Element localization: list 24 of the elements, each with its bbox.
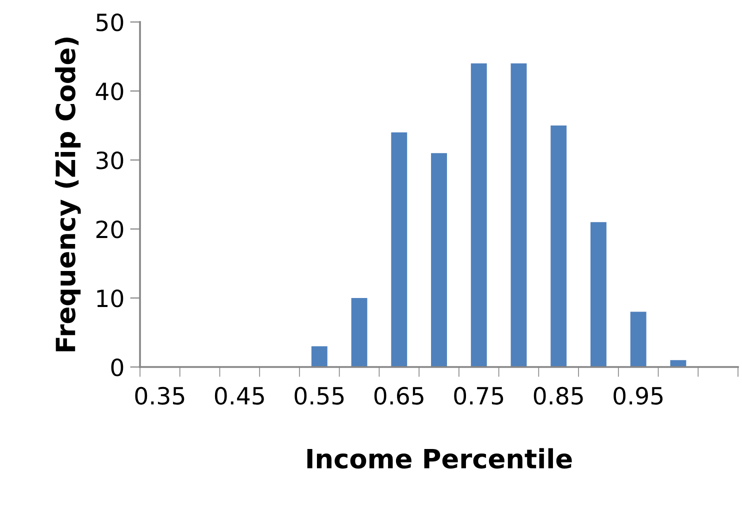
y-axis-title: Frequency (Zip Code) xyxy=(55,38,81,352)
x-tick-label: 0.65 xyxy=(374,386,424,405)
bar xyxy=(311,346,328,367)
y-tick-label: 10 xyxy=(97,289,124,308)
x-axis-title: Income Percentile xyxy=(307,448,572,469)
bar xyxy=(470,63,487,367)
bar xyxy=(431,153,447,367)
bar xyxy=(630,312,646,367)
bar xyxy=(590,222,606,367)
x-tick-label: 0.55 xyxy=(294,386,344,405)
y-tick-label: 50 xyxy=(96,13,124,32)
y-tick-label: 20 xyxy=(96,220,124,238)
bar xyxy=(510,63,527,367)
x-tick-label: 0.95 xyxy=(614,386,663,405)
bar xyxy=(550,126,567,367)
y-tick-label: 40 xyxy=(96,82,124,100)
bar xyxy=(351,298,368,367)
y-tick-label: 30 xyxy=(96,151,124,170)
x-tick-label: 0.35 xyxy=(135,386,184,405)
x-tick-label: 0.75 xyxy=(454,386,504,405)
x-tick-label: 0.85 xyxy=(534,386,583,405)
bar xyxy=(391,132,408,367)
x-tick-label: 0.45 xyxy=(214,386,264,405)
y-tick-label: 0 xyxy=(111,358,124,376)
